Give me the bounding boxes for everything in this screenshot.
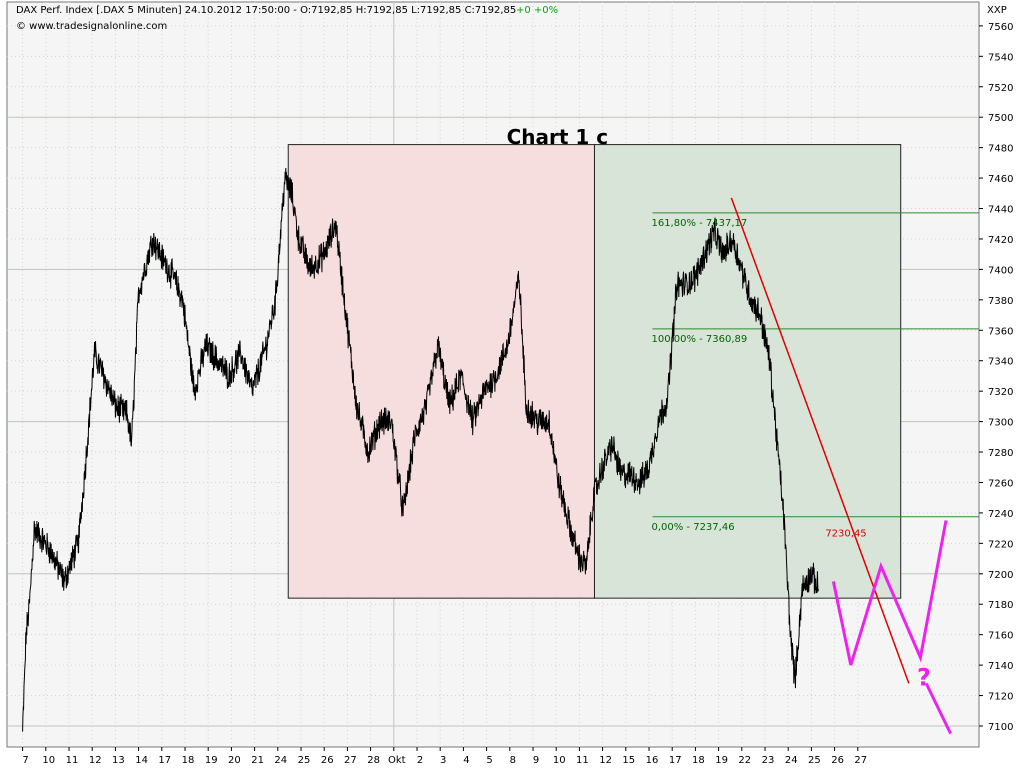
x-tick-label: 27: [854, 755, 867, 766]
x-tick-label: 17: [669, 755, 682, 766]
fib-level-label: 161,80% - 7437,17: [651, 218, 747, 229]
y-tick-label: 7420: [988, 235, 1013, 246]
x-tick-label: 12: [599, 755, 612, 766]
fibonacci-levels: 161,80% - 7437,17 100,00% - 7360,89 0,00% …: [651, 212, 979, 533]
y-tick-label: 7340: [988, 357, 1013, 368]
x-tick-label: 13: [112, 755, 125, 766]
red-trendline: [730, 197, 910, 684]
x-tick-label: 20: [228, 755, 241, 766]
x-tick-label: 28: [367, 755, 380, 766]
y-tick-label: 7320: [988, 387, 1013, 398]
x-tick-label: 27: [344, 755, 357, 766]
x-axis: 7 10 11 12 13 14 17 18 19 20 21 24 25 26 27 28 Okt 2 3 4 5 8 9…: [22, 747, 867, 766]
x-tick-label: 23: [762, 755, 775, 766]
x-tick-label: 7: [22, 755, 28, 766]
y-tick-label: 7240: [988, 509, 1013, 520]
y-tick-label: 7380: [988, 296, 1013, 307]
x-tick-label: 18: [182, 755, 195, 766]
x-tick-label: 15: [622, 755, 635, 766]
x-tick-label: 16: [646, 755, 659, 766]
x-tick-label: 10: [42, 755, 55, 766]
x-tick-label: Okt: [388, 755, 406, 766]
chart-title: Chart 1 c: [507, 125, 609, 149]
x-tick-label: 19: [715, 755, 728, 766]
x-tick-label: 17: [158, 755, 171, 766]
x-tick-label: 25: [298, 755, 311, 766]
x-tick-label: 19: [205, 755, 218, 766]
y-tick-label: 7520: [988, 83, 1013, 94]
trendline-label: 7230,45: [825, 528, 866, 539]
y-tick-label: 7560: [988, 22, 1013, 33]
x-tick-label: 24: [785, 755, 798, 766]
y-tick-label: 7360: [988, 326, 1013, 337]
y-tick-label: 7220: [988, 539, 1013, 550]
y-tick-label: 7200: [988, 570, 1013, 581]
x-tick-label: 5: [486, 755, 492, 766]
y-tick-label: 7500: [988, 113, 1013, 124]
y-tick-label: 7540: [988, 52, 1013, 63]
y-tick-label: 7140: [988, 661, 1013, 672]
x-tick-label: 10: [553, 755, 566, 766]
projection-zigzag: [831, 520, 948, 666]
y-tick-label: 7180: [988, 600, 1013, 611]
axis-corner-label: XXP: [987, 5, 1007, 16]
y-tick-label: 7480: [988, 144, 1013, 155]
header-source: © www.tradesignalonline.com: [16, 21, 167, 32]
y-axis: 7100 7120 7140 7160 7180 7200 7220 7240 7260 7280…: [979, 22, 1013, 733]
price-series-line: [22, 167, 819, 732]
fib-level-label: 100,00% - 7360,89: [651, 334, 747, 345]
x-tick-label: 3: [440, 755, 446, 766]
x-tick-label: 14: [135, 755, 148, 766]
x-tick-label: 4: [463, 755, 469, 766]
red-zone-box: [287, 144, 595, 599]
y-tick-label: 7160: [988, 631, 1013, 642]
x-tick-label: 18: [692, 755, 705, 766]
x-tick-label: 26: [321, 755, 334, 766]
x-tick-label: 2: [417, 755, 423, 766]
x-tick-label: 11: [66, 755, 79, 766]
y-tick-label: 7280: [988, 448, 1013, 459]
x-tick-label: 12: [89, 755, 102, 766]
x-tick-label: 22: [738, 755, 751, 766]
x-tick-label: 24: [274, 755, 287, 766]
x-tick-label: 8: [510, 755, 516, 766]
y-tick-label: 7300: [988, 418, 1013, 429]
y-tick-label: 7100: [988, 722, 1013, 733]
question-mark: ?: [917, 663, 931, 691]
y-tick-label: 7120: [988, 692, 1013, 703]
header-instrument: DAX Perf. Index [.DAX 5 Minuten] 24.10.2…: [16, 5, 516, 16]
header-change: +0 +0%: [516, 5, 558, 16]
y-tick-label: 7400: [988, 265, 1013, 276]
x-tick-label: 25: [808, 755, 821, 766]
projection-tail: [924, 682, 952, 735]
y-tick-label: 7460: [988, 174, 1013, 185]
y-tick-label: 7440: [988, 205, 1013, 216]
x-tick-label: 21: [251, 755, 264, 766]
x-tick-label: 11: [576, 755, 589, 766]
x-tick-label: 26: [831, 755, 844, 766]
fib-level-label: 0,00% - 7237,46: [651, 522, 734, 533]
x-tick-label: 9: [533, 755, 539, 766]
y-tick-label: 7260: [988, 478, 1013, 489]
